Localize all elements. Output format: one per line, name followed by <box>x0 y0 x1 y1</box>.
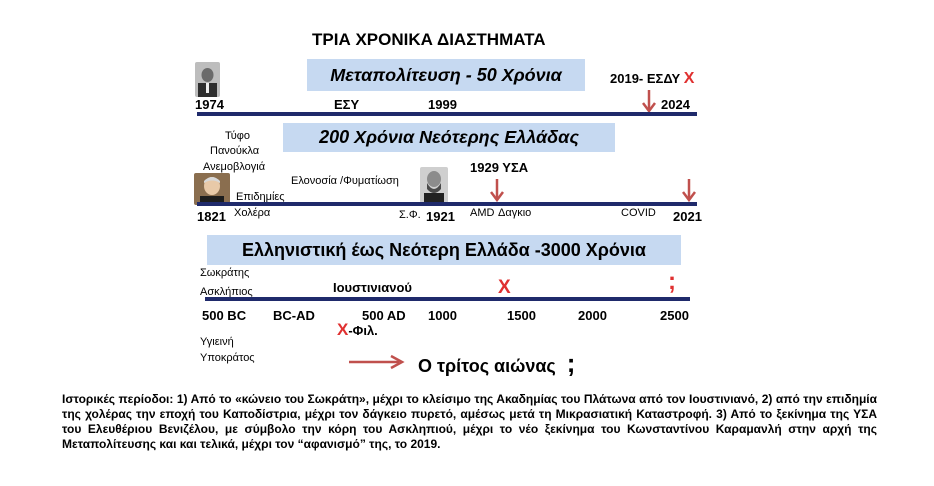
label-1821: 1821 <box>197 209 226 224</box>
esdy-text: 2019- ΕΣΔΥ <box>610 71 681 86</box>
portrait-venizelos-photo <box>420 167 448 203</box>
label-asklipios: Ασκλήπιος <box>200 286 253 298</box>
banner-3000-years: Ελληνιστική έως Νεότερη Ελλάδα -3000 Χρό… <box>207 235 681 265</box>
label-elonosia: Ελονοσία /Φυματίωση <box>291 175 399 187</box>
label-ypokratos: Υποκράτος <box>200 352 255 364</box>
third-century-heading: Ο τρίτος αιώνας ; <box>418 348 575 379</box>
portrait-kapodistrias-photo <box>194 173 230 205</box>
third-century-semicolon: ; <box>566 348 576 378</box>
right-arrow-icon <box>349 354 405 370</box>
page-title: ΤΡΙΑ ΧΡΟΝΙΚΑ ΔΙΑΣΤΗΜΑΤΑ <box>312 30 546 49</box>
down-arrow-icon <box>642 90 656 114</box>
timeline-bar-period2 <box>197 202 697 206</box>
label-esy: ΕΣΥ <box>334 97 360 112</box>
label-cholera: Χολέρα <box>234 207 271 219</box>
esdy-annotation: 2019- ΕΣΔΥ Χ <box>610 70 694 88</box>
esdy-x-mark: Χ <box>683 70 695 87</box>
label-anemovlogia: Ανεμοβλογιά <box>203 161 266 173</box>
label-panoukla: Πανούκλα <box>210 145 260 157</box>
banner-metapolitefsi: Μεταπολίτευση - 50 Χρόνια <box>307 59 585 91</box>
label-1929-ysa: 1929 ΥΣΑ <box>470 160 529 175</box>
caption-paragraph: Ιστορικές περίοδοι: 1) Από το «κώνειο το… <box>62 392 877 451</box>
label-1921: 1921 <box>426 209 455 224</box>
label-covid: COVID <box>621 207 656 219</box>
future-semicolon-mark: ; <box>668 268 676 295</box>
label-ygieini: Υγιεινή <box>200 336 234 348</box>
justinian-x-mark: Χ <box>498 277 511 298</box>
portrait-karamanlis-photo <box>195 62 220 97</box>
tick-1000: 1000 <box>428 308 457 323</box>
label-ioustinianou: Ιουστινιανού <box>333 280 412 295</box>
x-fil-text: -Φιλ. <box>348 323 378 338</box>
label-epidimies: Επιδημίες <box>236 191 285 203</box>
label-2021: 2021 <box>673 209 702 224</box>
tick-2500: 2500 <box>660 308 689 323</box>
down-arrow-icon <box>682 179 696 203</box>
label-sf: Σ.Φ. <box>399 209 421 221</box>
tick-2000: 2000 <box>578 308 607 323</box>
label-sokratis: Σωκράτης <box>200 267 250 279</box>
label-amd: AMD <box>470 207 495 219</box>
tick-500ad: 500 AD <box>362 308 406 323</box>
x-fil-annotation: Χ-Φιλ. <box>337 320 378 340</box>
tick-500bc: 500 BC <box>202 308 247 323</box>
timeline-bar-period1 <box>197 112 697 116</box>
timeline-bar-period3 <box>205 297 690 301</box>
label-tyfo: Τύφο <box>225 130 251 142</box>
label-2024: 2024 <box>661 97 690 112</box>
label-dengue: Δαγκιο <box>498 207 532 219</box>
banner-200-years: 200 Χρόνια Νεότερης Ελλάδας <box>283 123 615 152</box>
label-1999: 1999 <box>428 97 457 112</box>
third-century-text: Ο τρίτος αιώνας <box>418 356 556 376</box>
x-fil-mark: Χ <box>337 320 349 339</box>
label-1974: 1974 <box>195 97 224 112</box>
down-arrow-icon <box>490 179 504 203</box>
tick-1500: 1500 <box>507 308 536 323</box>
tick-bc-ad: BC-AD <box>273 308 315 323</box>
